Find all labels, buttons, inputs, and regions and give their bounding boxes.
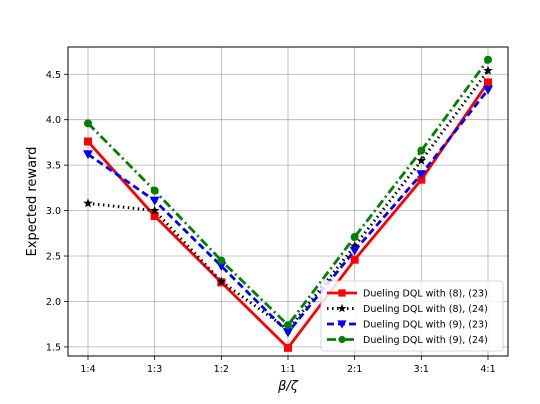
data-point [84,119,92,128]
x-tick-label: 1:2 [214,364,229,375]
data-point [217,256,226,265]
data-point [417,146,426,155]
data-point [349,241,360,251]
legend-box [320,280,504,352]
data-point [484,78,492,87]
legend-marker [337,320,347,329]
data-point [284,343,292,352]
y-tick-label: 4.0 [46,115,61,126]
y-tick-label: 2.5 [46,252,61,263]
data-point [150,186,159,195]
data-point [216,262,227,272]
y-tick-label: 1.5 [46,342,61,353]
data-point [350,232,359,241]
x-tick-label: 4:1 [480,364,495,375]
data-point [216,276,227,286]
data-point [149,205,160,215]
series-markers [83,55,493,352]
legend-entry-label: Dueling DQL with (9), (23) [363,320,488,331]
data-point [83,198,93,208]
data-point [349,246,360,256]
data-point [484,55,492,64]
x-tick-label: 1:4 [80,364,95,375]
data-point [417,175,426,184]
grid [68,47,508,356]
data-point [416,170,427,180]
legend-entry-label: Dueling DQL with (8), (24) [363,304,488,315]
data-point [283,328,293,338]
y-tick-label: 2.0 [46,297,61,308]
data-point [483,85,493,95]
data-point [150,212,159,221]
y-tick-label: 4.5 [46,70,61,81]
legend: Dueling DQL with (8), (23) Dueling DQL wi… [320,280,504,352]
y-axis-ticks: 1.5 2.0 2.5 3.0 3.5 4.0 4.5 [46,70,68,353]
x-tick-label: 3:1 [414,364,429,375]
data-point [84,137,92,146]
x-tick-label: 1:3 [147,364,162,375]
legend-marker [338,335,346,344]
x-tick-label: 1:1 [280,364,295,375]
y-tick-label: 3.0 [46,206,61,217]
data-point [83,150,93,160]
x-axis-label: β/ζ [277,379,299,394]
legend-marker [338,289,346,297]
y-axis-label: Expected reward [25,147,40,257]
data-point [483,65,493,75]
data-point [284,321,292,330]
legend-marker [337,303,347,313]
data-point [350,255,359,264]
x-tick-label: 2:1 [347,364,362,375]
legend-entry-label: Dueling DQL with (8), (23) [363,289,488,300]
data-point [416,155,427,165]
y-tick-label: 3.5 [46,161,61,172]
data-point [149,196,160,206]
legend-entry-label: Dueling DQL with (9), (24) [363,335,488,346]
x-axis-ticks: 1:4 1:3 1:2 1:1 2:1 3:1 4:1 [80,356,496,375]
